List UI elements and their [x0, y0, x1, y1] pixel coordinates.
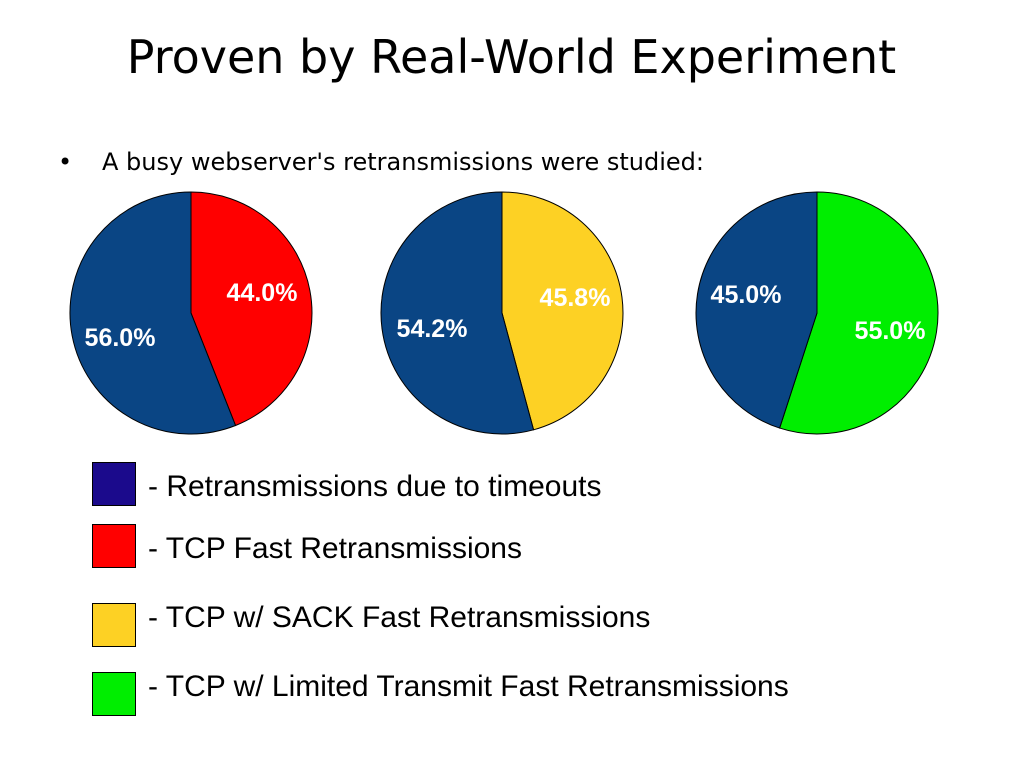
- bullet-text: A busy webserver's retransmissions were …: [102, 148, 704, 176]
- pie-chart-1: 44.0% 56.0%: [69, 191, 313, 435]
- data-label-timeouts: 45.0%: [711, 281, 782, 309]
- data-label-sack: 45.8%: [540, 284, 611, 312]
- bullet-icon: •: [58, 148, 73, 176]
- legend-label-sack: - TCP w/ SACK Fast Retransmissions: [148, 601, 651, 634]
- data-label-timeouts: 54.2%: [397, 315, 468, 343]
- data-label-fast-retransmit: 44.0%: [227, 279, 298, 307]
- legend-swatch-timeouts: [92, 462, 136, 506]
- slide-title: Proven by Real-World Experiment: [126, 30, 897, 84]
- legend-swatch-fast-retransmit: [92, 524, 136, 568]
- pie-slice-fast-retransmit: [190, 191, 313, 427]
- pie-slice-timeouts: [380, 191, 535, 435]
- pie-chart-3: 55.0% 45.0%: [695, 191, 939, 435]
- pie-slice-timeouts: [69, 191, 237, 435]
- legend-label-limited-transmit: - TCP w/ Limited Transmit Fast Retransmi…: [148, 670, 789, 703]
- pie-slice-sack: [501, 191, 624, 431]
- data-label-limited-transmit: 55.0%: [855, 317, 926, 345]
- pie-chart-2: 45.8% 54.2%: [380, 191, 624, 435]
- legend-swatch-sack: [92, 603, 136, 647]
- bullet-item: • A busy webserver's retransmissions were…: [58, 148, 704, 176]
- pie-slice-timeouts: [695, 191, 818, 429]
- pie-slice-limited-transmit: [778, 191, 939, 435]
- data-label-timeouts: 56.0%: [85, 324, 156, 352]
- legend-label-fast-retransmit: - TCP Fast Retransmissions: [148, 532, 522, 565]
- legend-swatch-limited-transmit: [92, 672, 136, 716]
- legend-label-timeouts: - Retransmissions due to timeouts: [148, 470, 602, 503]
